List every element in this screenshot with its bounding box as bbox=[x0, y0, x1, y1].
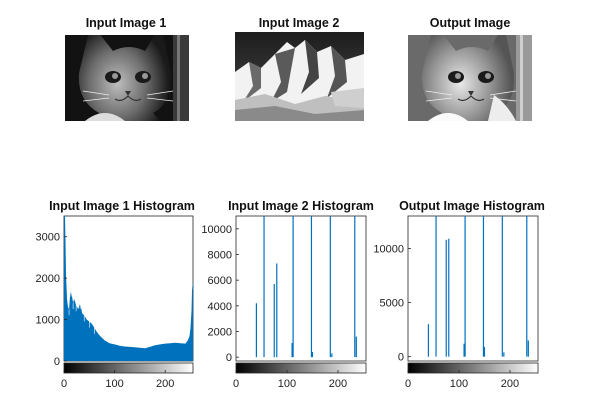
y-tick-label: 3000 bbox=[36, 232, 60, 244]
input-image-1-panel: Input Image 1 bbox=[65, 16, 189, 121]
x-tick-label: 100 bbox=[278, 378, 296, 390]
input-image-2-photo bbox=[235, 32, 364, 121]
y-tick-label: 0 bbox=[398, 352, 404, 364]
y-tick-label: 10000 bbox=[201, 224, 232, 236]
x-tick-label: 100 bbox=[450, 378, 468, 390]
output-image-photo bbox=[408, 35, 532, 121]
histogram-title: Input Image 2 Histogram bbox=[228, 199, 374, 213]
output-image-histogram: Output Image Histogram 0 5000 10000 0 100 200 bbox=[373, 199, 545, 390]
y-tick-label: 0 bbox=[54, 356, 60, 368]
y-tick-label: 0 bbox=[226, 352, 232, 364]
intensity-colorbar bbox=[63, 362, 194, 374]
input-image-1-histogram: Input Image 1 Histogram 0 1000 2000 3000 0 100… bbox=[36, 199, 195, 390]
x-tick-label: 0 bbox=[233, 378, 239, 390]
input-image-2-histogram: Input Image 2 Histogram02000400060008000… bbox=[201, 199, 374, 390]
y-tick-label: 2000 bbox=[208, 326, 232, 338]
y-tick-label: 8000 bbox=[208, 249, 232, 261]
x-tick-label: 200 bbox=[156, 378, 174, 390]
y-tick-label: 5000 bbox=[380, 298, 404, 310]
output-image-panel: Output Image bbox=[408, 16, 532, 121]
output-image-title: Output Image bbox=[430, 16, 511, 30]
plot-area bbox=[235, 215, 367, 362]
input-image-2 bbox=[235, 32, 364, 121]
x-tick-label: 200 bbox=[501, 378, 519, 390]
y-tick-label: 10000 bbox=[373, 243, 404, 255]
input-image-2-title: Input Image 2 bbox=[259, 16, 340, 30]
intensity-colorbar bbox=[235, 362, 367, 374]
histogram-title: Output Image Histogram bbox=[399, 199, 545, 213]
input-image-1-title: Input Image 1 bbox=[86, 16, 167, 30]
x-tick-label: 100 bbox=[105, 378, 123, 390]
x-tick-label: 0 bbox=[405, 378, 411, 390]
x-tick-label: 200 bbox=[329, 378, 347, 390]
y-tick-label: 1000 bbox=[36, 315, 60, 327]
input-image-2-panel: Input Image 2 bbox=[235, 16, 364, 121]
plot-area bbox=[407, 215, 539, 362]
x-tick-label: 0 bbox=[61, 378, 67, 390]
y-tick-label: 4000 bbox=[208, 301, 232, 313]
y-tick-label: 6000 bbox=[208, 275, 232, 287]
intensity-colorbar bbox=[407, 362, 539, 374]
histogram-title: Input Image 1 Histogram bbox=[49, 199, 195, 213]
histogram-bars bbox=[64, 216, 193, 361]
input-image-1-photo bbox=[65, 35, 189, 121]
output-image bbox=[408, 35, 532, 121]
y-tick-label: 2000 bbox=[36, 273, 60, 285]
input-image-1 bbox=[65, 35, 189, 121]
